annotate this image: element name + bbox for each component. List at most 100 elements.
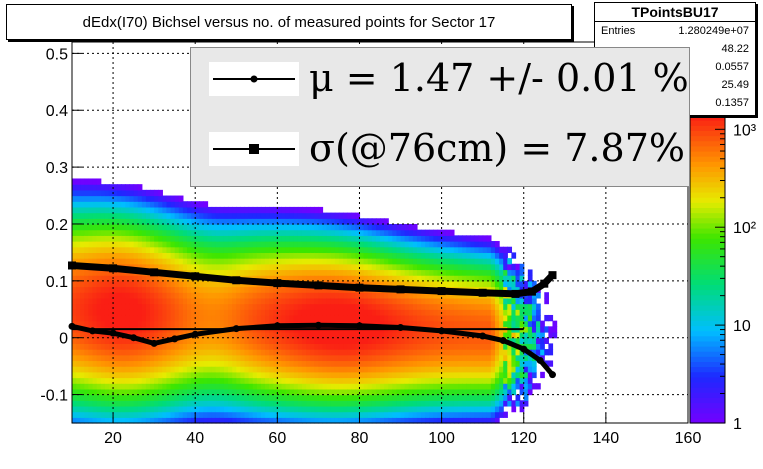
heatmap-cell: [458, 314, 463, 322]
heatmap-cell: [178, 258, 184, 265]
heatmap-cell: [154, 377, 159, 384]
heatmap-cell: [92, 184, 98, 191]
heatmap-cell: [458, 394, 463, 401]
heatmap-cell: [371, 349, 377, 356]
heatmap-cell: [474, 258, 480, 265]
heatmap-cell: [326, 371, 332, 379]
heatmap-cell: [380, 235, 385, 242]
heatmap-cell: [80, 394, 85, 401]
heatmap-cell: [310, 258, 315, 265]
heatmap-cell: [96, 377, 102, 384]
heatmap-cell: [482, 309, 488, 316]
heatmap-cell: [499, 280, 504, 288]
heatmap-cell: [388, 309, 393, 316]
heatmap-cell: [162, 263, 168, 271]
heatmap-cell: [108, 411, 114, 418]
heatmap-cell: [482, 394, 488, 401]
heatmap-cell: [499, 371, 504, 379]
heatmap-cell: [154, 366, 159, 373]
color-scale-band: [690, 258, 725, 265]
color-scale-band: [690, 166, 725, 173]
heatmap-cell: [191, 246, 196, 254]
heatmap-cell: [265, 292, 270, 299]
heatmap-cell: [367, 332, 373, 339]
heatmap-cell: [503, 258, 508, 265]
color-scale-band: [690, 274, 725, 280]
heatmap-cell: [437, 229, 443, 236]
heatmap-cell: [80, 405, 85, 413]
heatmap-cell: [503, 309, 508, 316]
heatmap-cell: [285, 229, 291, 236]
heatmap-cell: [490, 309, 496, 316]
heatmap-cell: [113, 229, 118, 236]
heatmap-cell: [162, 241, 168, 248]
color-scale-band: [690, 130, 725, 137]
heatmap-cell: [326, 212, 332, 219]
heatmap-cell: [84, 184, 90, 191]
heatmap-cell: [100, 189, 106, 197]
heatmap-cell: [429, 405, 434, 413]
heatmap-cell: [445, 343, 451, 350]
heatmap-cell: [281, 246, 287, 254]
heatmap-cell: [133, 218, 139, 225]
heatmap-cell: [326, 405, 332, 413]
heatmap-cell: [281, 337, 287, 344]
heatmap-cell: [117, 235, 122, 242]
heatmap-cell: [265, 343, 270, 350]
heatmap-cell: [174, 201, 180, 208]
heatmap-cell: [141, 400, 147, 407]
heatmap-cell: [453, 241, 459, 248]
heatmap-cell: [80, 292, 85, 299]
heatmap-cell: [223, 405, 229, 413]
heatmap-cell: [260, 252, 266, 259]
heatmap-cell: [416, 303, 422, 310]
heatmap-cell: [499, 320, 504, 327]
heatmap-cell: [141, 275, 147, 282]
heatmap-cell: [474, 360, 480, 367]
heatmap-cell: [478, 349, 484, 356]
heatmap-cell: [330, 218, 336, 225]
heatmap-cell: [396, 377, 402, 384]
heatmap-cell: [80, 206, 85, 214]
heatmap-cell: [162, 201, 168, 208]
heatmap-cell: [215, 394, 221, 401]
heatmap-cell: [392, 269, 398, 276]
heatmap-cell: [322, 400, 328, 407]
heatmap-cell: [211, 314, 217, 322]
heatmap-cell: [108, 184, 114, 191]
heatmap-cell: [453, 269, 459, 276]
heatmap-cell: [228, 383, 233, 390]
heatmap-cell: [265, 332, 270, 339]
heatmap-cell: [322, 343, 328, 350]
heatmap-cell: [470, 400, 476, 407]
heatmap-cell: [174, 292, 180, 299]
heatmap-cell: [322, 303, 328, 310]
heatmap-cell: [326, 366, 332, 373]
heatmap-cell: [129, 184, 135, 191]
heatmap-cell: [412, 246, 418, 254]
heatmap-cell: [338, 411, 344, 418]
heatmap-cell: [437, 252, 443, 259]
heatmap-cell: [248, 218, 254, 225]
heatmap-cell: [72, 388, 77, 396]
heatmap-cell: [252, 246, 258, 254]
heatmap-cell: [458, 252, 463, 259]
heatmap-cell: [478, 314, 484, 322]
heatmap-cell: [92, 366, 98, 373]
heatmap-cell: [182, 377, 188, 384]
x-tick-label: 160: [675, 430, 702, 447]
heatmap-cell: [408, 366, 414, 373]
heatmap-cell: [108, 417, 114, 424]
heatmap-cell: [186, 366, 192, 373]
heatmap-cell: [145, 252, 151, 259]
heatmap-cell: [207, 394, 213, 401]
heatmap-cell: [359, 405, 365, 413]
heatmap-cell: [137, 360, 143, 367]
heatmap-cell: [458, 377, 463, 384]
heatmap-cell: [412, 394, 418, 401]
heatmap-cell: [470, 314, 476, 322]
heatmap-cell: [170, 195, 176, 202]
heatmap-cell: [219, 309, 225, 316]
heatmap-cell: [318, 314, 324, 322]
heatmap-cell: [232, 337, 237, 344]
